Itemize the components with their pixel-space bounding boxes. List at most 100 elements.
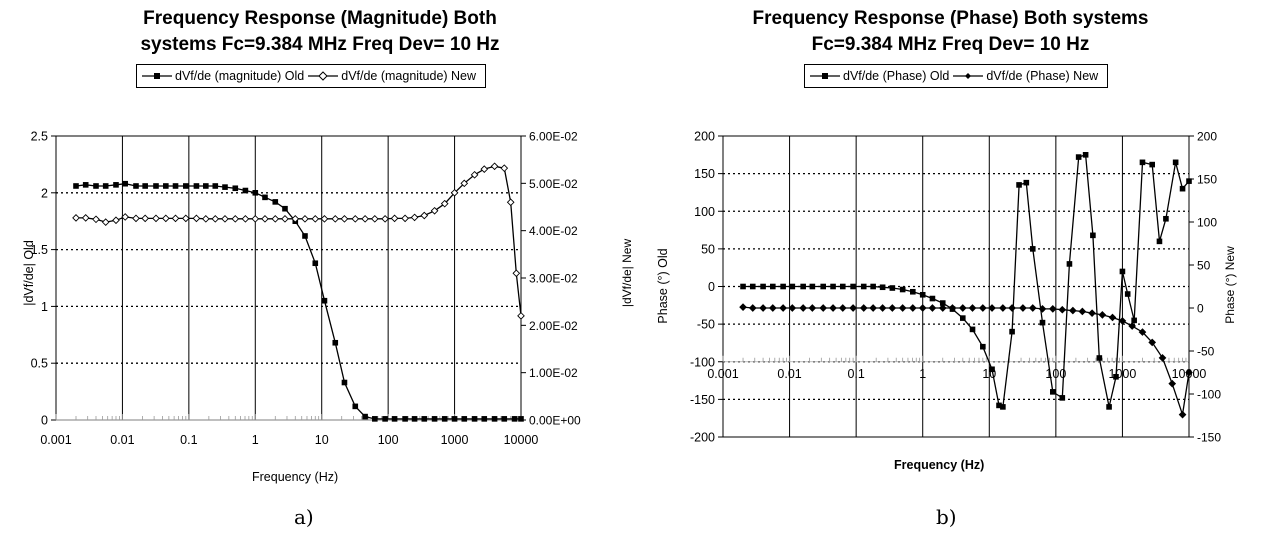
data-point-old bbox=[809, 283, 816, 290]
data-point-new bbox=[517, 312, 525, 320]
data-point-new bbox=[141, 214, 150, 223]
data-point-new bbox=[311, 214, 320, 223]
data-point-old bbox=[1029, 246, 1036, 252]
data-point-new bbox=[101, 218, 110, 226]
panel-label: b) bbox=[936, 505, 957, 529]
data-point-new bbox=[132, 214, 140, 223]
y2-tick-label: 1.00E-02 bbox=[529, 366, 578, 380]
legend-label-new: dVf/de (Phase) New bbox=[986, 69, 1099, 83]
data-point-old bbox=[1163, 215, 1169, 222]
data-point-new bbox=[779, 304, 787, 312]
data-point-old bbox=[232, 185, 239, 192]
data-point-old bbox=[1139, 159, 1146, 166]
series-line-old bbox=[75, 183, 521, 420]
data-point-old bbox=[780, 283, 786, 290]
data-point-new bbox=[251, 214, 260, 223]
series-line-new bbox=[742, 306, 1190, 415]
data-point-old bbox=[203, 183, 209, 189]
data-point-old bbox=[282, 205, 288, 212]
data-point-old bbox=[770, 283, 776, 290]
data-point-old bbox=[1039, 319, 1046, 326]
data-point-new bbox=[1088, 309, 1096, 317]
data-point-new bbox=[171, 214, 180, 223]
data-point-new bbox=[81, 214, 90, 222]
x-axis-label: Frequency (Hz) bbox=[894, 458, 985, 472]
data-point-old bbox=[860, 283, 867, 290]
data-point-new bbox=[1148, 338, 1157, 347]
data-point-old bbox=[441, 416, 448, 422]
data-point-old bbox=[262, 194, 268, 201]
data-point-old bbox=[760, 283, 766, 290]
data-point-new bbox=[978, 304, 987, 312]
legend-item-new: dVf/de (magnitude) New bbox=[308, 69, 476, 83]
data-point-new bbox=[988, 304, 996, 312]
data-point-old bbox=[518, 416, 524, 422]
y2-tick-label: 5.00E-02 bbox=[529, 177, 578, 191]
x-tick-label: 0.01 bbox=[110, 433, 134, 447]
data-point-new bbox=[918, 304, 927, 312]
data-point-new bbox=[152, 214, 160, 223]
legend-label-old: dVf/de (magnitude) Old bbox=[175, 69, 305, 83]
data-point-new bbox=[490, 162, 499, 171]
data-point-new bbox=[838, 304, 847, 312]
legend-square-marker-icon bbox=[810, 73, 840, 79]
data-point-old bbox=[511, 416, 518, 422]
data-point-old bbox=[102, 183, 109, 189]
data-point-old bbox=[451, 416, 458, 422]
data-point-old bbox=[1149, 161, 1155, 168]
data-point-old bbox=[411, 416, 418, 422]
data-point-old bbox=[1179, 185, 1186, 192]
data-point-old bbox=[1009, 328, 1015, 335]
x-tick-label: 10 bbox=[315, 433, 329, 447]
data-point-old bbox=[850, 283, 856, 290]
y2-tick-label: 4.00E-02 bbox=[529, 224, 578, 238]
x-tick-label: 0.1 bbox=[180, 433, 197, 447]
y-tick-label: -200 bbox=[690, 431, 715, 445]
chart-title-line-2: Fc=9.384 MHz Freq Dev= 10 Hz bbox=[811, 34, 1090, 55]
data-point-new bbox=[808, 304, 817, 312]
y2-tick-label: 6.00E-02 bbox=[529, 130, 578, 144]
y2-tick-label: 2.00E-02 bbox=[529, 319, 578, 333]
x-tick-label: 1 bbox=[252, 433, 259, 447]
data-point-old bbox=[481, 416, 488, 422]
data-point-new bbox=[320, 214, 329, 223]
x-tick-label: 10000 bbox=[504, 433, 539, 447]
data-point-old bbox=[969, 326, 976, 333]
y2-tick-label: -50 bbox=[1197, 345, 1215, 359]
y-tick-label: 1.5 bbox=[31, 243, 48, 257]
data-point-old bbox=[421, 416, 428, 422]
data-point-new bbox=[430, 206, 439, 215]
data-point-old bbox=[1113, 374, 1119, 380]
data-point-old bbox=[989, 366, 995, 373]
data-point-new bbox=[121, 213, 130, 221]
y-tick-label: -150 bbox=[690, 393, 715, 407]
data-point-old bbox=[839, 283, 846, 290]
y2-tick-label: -150 bbox=[1197, 431, 1221, 445]
data-point-new bbox=[440, 199, 449, 208]
data-point-old bbox=[122, 180, 128, 187]
data-point-old bbox=[910, 288, 916, 295]
y2-axis-label: |dVf/de| New bbox=[620, 238, 634, 308]
data-point-new bbox=[512, 269, 521, 278]
data-point-old bbox=[1082, 152, 1089, 158]
y-tick-label: 100 bbox=[694, 205, 715, 219]
data-point-new bbox=[92, 215, 100, 224]
data-point-new bbox=[211, 214, 220, 223]
data-point-new bbox=[161, 214, 170, 223]
data-point-old bbox=[1156, 238, 1163, 245]
data-point-new bbox=[192, 214, 201, 223]
data-point-old bbox=[1023, 179, 1030, 186]
y-tick-label: 2.5 bbox=[31, 130, 48, 144]
legend-item-old: dVf/de (Phase) Old bbox=[810, 69, 949, 83]
data-point-new bbox=[351, 214, 360, 223]
x-tick-label: 0.001 bbox=[40, 433, 71, 447]
data-point-new bbox=[181, 214, 190, 223]
data-point-new bbox=[748, 304, 757, 312]
data-point-new bbox=[460, 179, 469, 188]
chart-legend: dVf/de (Phase) Old dVf/de (Phase) New bbox=[804, 64, 1109, 88]
data-point-old bbox=[899, 286, 906, 293]
data-point-old bbox=[391, 416, 398, 422]
x-tick-label: 1 bbox=[919, 367, 926, 381]
x-tick-label: 0.01 bbox=[777, 367, 801, 381]
data-point-new bbox=[381, 214, 389, 223]
